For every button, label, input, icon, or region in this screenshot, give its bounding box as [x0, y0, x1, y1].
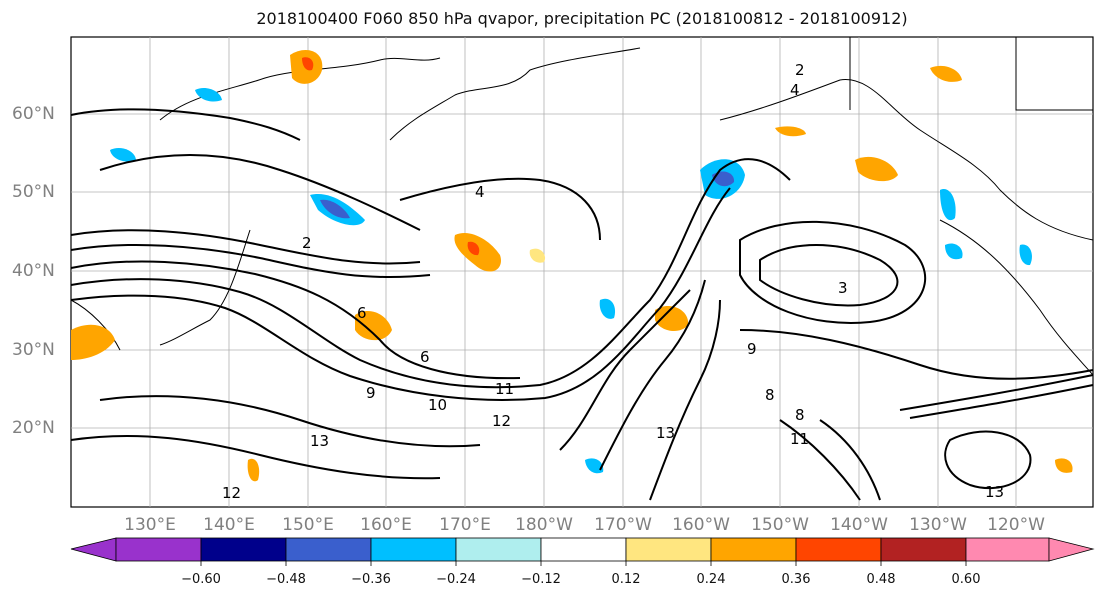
colorbar-tick-label: −0.24 — [436, 572, 476, 587]
precip-anomaly-fills — [71, 50, 1073, 482]
contour-label: 9 — [747, 340, 757, 358]
colorbar-segment — [115, 537, 202, 562]
colorbar-segment — [625, 537, 712, 562]
contour-label: 6 — [420, 348, 430, 366]
contour-label: 11 — [790, 430, 809, 448]
colorbar-tick-label: 0.60 — [951, 572, 981, 587]
colorbar-tick-label: −0.48 — [266, 572, 306, 587]
contour-label: 8 — [795, 406, 805, 424]
lat-label: 60°N — [12, 104, 55, 124]
colorbar-segment — [200, 537, 287, 562]
contour-label: 9 — [366, 384, 376, 402]
contour-label: 13 — [985, 483, 1004, 501]
contour-label: 6 — [357, 304, 367, 322]
colorbar-segment — [795, 537, 882, 562]
contour-label: 2 — [795, 61, 805, 79]
lon-label: 160°W — [672, 515, 730, 535]
contour-label: 10 — [428, 396, 447, 414]
colorbar-tick-label: 0.36 — [781, 572, 811, 587]
lat-label: 30°N — [12, 340, 55, 360]
contour-label: 3 — [838, 279, 848, 297]
lon-label: 150°E — [282, 515, 334, 535]
qvapor-contours — [70, 108, 1094, 501]
colorbar-segment — [370, 537, 457, 562]
map-title: 2018100400 F060 850 hPa qvapor, precipit… — [256, 9, 908, 28]
contour-labels: 2 2 3 4 4 6 6 8 8 9 9 10 11 11 12 12 13 … — [222, 61, 1004, 502]
lon-label: 130°W — [909, 515, 967, 535]
contour-label: 2 — [302, 234, 312, 252]
colorbar-min-extension — [70, 537, 117, 562]
colorbar-tick-label: −0.60 — [181, 572, 221, 587]
lon-label: 120°W — [987, 515, 1045, 535]
lat-label: 50°N — [12, 182, 55, 202]
contour-label: 12 — [222, 484, 241, 502]
lon-label: 150°W — [751, 515, 809, 535]
colorbar-segment — [965, 537, 1050, 562]
colorbar-tick-label: −0.12 — [521, 572, 561, 587]
lon-label: 170°W — [594, 515, 652, 535]
colorbar-tick-label: 0.24 — [696, 572, 726, 587]
lat-label: 40°N — [12, 261, 55, 281]
lon-label: 140°W — [830, 515, 888, 535]
map-panel: 2 2 3 4 4 6 6 8 8 9 9 10 11 11 12 12 13 … — [70, 36, 1094, 508]
contour-label: 11 — [495, 380, 514, 398]
colorbar — [70, 537, 1095, 566]
lon-label: 180°W — [515, 515, 573, 535]
lon-label: 130°E — [124, 515, 176, 535]
colorbar-tick-label: 0.12 — [611, 572, 641, 587]
contour-label: 4 — [790, 81, 800, 99]
lat-label: 20°N — [12, 418, 55, 438]
colorbar-max-extension — [1048, 537, 1095, 562]
contour-label: 12 — [492, 412, 511, 430]
colorbar-segment — [880, 537, 967, 562]
colorbar-segment — [455, 537, 542, 562]
contour-label: 8 — [765, 386, 775, 404]
lon-label: 140°E — [203, 515, 255, 535]
contour-label: 13 — [310, 432, 329, 450]
colorbar-tick-label: −0.36 — [351, 572, 391, 587]
graticule — [71, 37, 1093, 507]
map-frame — [70, 36, 1094, 508]
lon-label: 170°E — [439, 515, 491, 535]
colorbar-segment — [285, 537, 372, 562]
contour-label: 4 — [475, 183, 485, 201]
colorbar-segment — [710, 537, 797, 562]
lon-label: 160°E — [360, 515, 412, 535]
colorbar-segment — [540, 537, 627, 562]
contour-label: 13 — [656, 424, 675, 442]
colorbar-tick-label: 0.48 — [866, 572, 896, 587]
